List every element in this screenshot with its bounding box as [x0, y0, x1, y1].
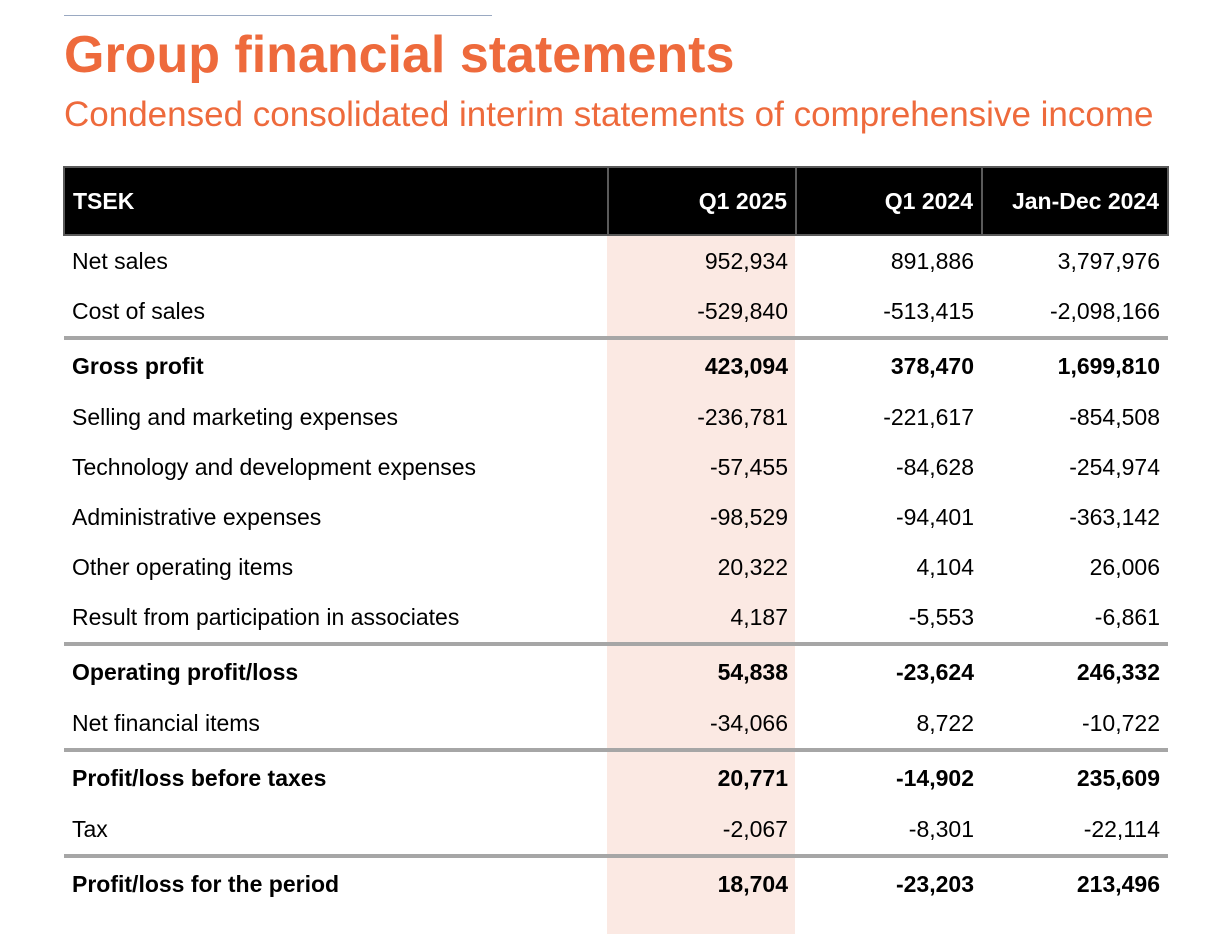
- cell-q1-2025: -2,067: [722, 815, 788, 842]
- column-header-q1-2024: Q1 2024: [795, 166, 983, 236]
- cell-jan-dec-2024: 246,332: [982, 642, 1168, 698]
- table-header-row: TSEK Q1 2025 Q1 2024 Jan-Dec 2024: [63, 166, 1169, 236]
- table-row: Net sales 952,934 891,886 3,797,976: [64, 235, 1168, 286]
- cell-jan-dec-2024: 235,609: [982, 748, 1168, 804]
- cell-q1-2024: 378,470: [796, 336, 982, 392]
- cell-q1-2025: 54,838: [608, 642, 796, 698]
- cell-q1-2024: -84,628: [895, 453, 974, 480]
- cell-jan-dec-2024: -22,114: [1083, 815, 1160, 842]
- row-label: Technology and development expenses: [72, 453, 477, 480]
- table-row: Selling and marketing expenses -236,781 -2…: [64, 392, 1168, 442]
- cell-q1-2024: -23,624: [796, 642, 982, 698]
- column-header-tsek: TSEK: [63, 166, 609, 236]
- income-statement-table: TSEK Q1 2025 Q1 2024 Jan-Dec 2024 Net sa…: [63, 166, 1169, 910]
- row-label: Other operating items: [72, 553, 294, 580]
- cell-q1-2025: 20,322: [717, 553, 788, 580]
- row-label: Cost of sales: [72, 297, 205, 324]
- cell-q1-2025: 4,187: [730, 603, 788, 630]
- page-title: Group financial statements: [64, 26, 735, 84]
- row-label: Gross profit: [64, 336, 608, 392]
- table-row: Administrative expenses -98,529 -94,401 -36…: [64, 492, 1168, 542]
- cell-jan-dec-2024: -6,861: [1094, 603, 1160, 630]
- table-body: Net sales 952,934 891,886 3,797,976 Cost of …: [64, 235, 1168, 910]
- cell-jan-dec-2024: -254,974: [1069, 453, 1160, 480]
- cell-q1-2024: -221,617: [883, 403, 974, 430]
- cell-jan-dec-2024: -2,098,166: [1050, 297, 1160, 324]
- page-subtitle: Condensed consolidated interim statement…: [64, 95, 1154, 134]
- cell-jan-dec-2024: 26,006: [1089, 553, 1160, 580]
- table-row-total: Profit/loss before taxes 20,771 -14,902 235…: [64, 748, 1168, 804]
- cell-q1-2024: -14,902: [796, 748, 982, 804]
- cell-q1-2025: 20,771: [608, 748, 796, 804]
- table-row: Net financial items -34,066 8,722 -10,722: [64, 698, 1168, 750]
- table-row: Other operating items 20,322 4,104 26,006: [64, 542, 1168, 592]
- row-label: Net financial items: [72, 709, 260, 736]
- cell-q1-2025: 18,704: [608, 854, 796, 910]
- cell-q1-2024: -94,401: [895, 503, 974, 530]
- table-row: Technology and development expenses -57,4…: [64, 442, 1168, 492]
- cell-q1-2025: -529,840: [697, 297, 788, 324]
- cell-jan-dec-2024: -854,508: [1069, 403, 1160, 430]
- row-label: Profit/loss for the period: [64, 854, 608, 910]
- top-divider: [64, 15, 492, 16]
- cell-q1-2024: 8,722: [916, 709, 974, 736]
- cell-jan-dec-2024: -10,722: [1081, 709, 1160, 736]
- table-row: Cost of sales -529,840 -513,415 -2,098,166: [64, 286, 1168, 338]
- cell-q1-2024: -23,203: [796, 854, 982, 910]
- table-row: Result from participation in associates 4…: [64, 592, 1168, 644]
- cell-q1-2024: -513,415: [883, 297, 974, 324]
- cell-q1-2025: -236,781: [697, 403, 788, 430]
- column-header-q1-2025: Q1 2025: [607, 166, 797, 236]
- row-label: Selling and marketing expenses: [72, 403, 399, 430]
- cell-jan-dec-2024: 1,699,810: [982, 336, 1168, 392]
- cell-jan-dec-2024: -363,142: [1069, 503, 1160, 530]
- cell-q1-2024: -5,553: [908, 603, 974, 630]
- row-label: Operating profit/loss: [64, 642, 608, 698]
- row-label: Result from participation in associates: [72, 603, 460, 630]
- cell-q1-2024: 891,886: [890, 247, 974, 274]
- cell-jan-dec-2024: 3,797,976: [1057, 247, 1160, 274]
- table-row-total: Profit/loss for the period 18,704 -23,203 2…: [64, 854, 1168, 910]
- table-row-total: Operating profit/loss 54,838 -23,624 246,33…: [64, 642, 1168, 698]
- row-label: Administrative expenses: [72, 503, 322, 530]
- cell-jan-dec-2024: 213,496: [982, 854, 1168, 910]
- row-label: Profit/loss before taxes: [64, 748, 608, 804]
- cell-q1-2024: -8,301: [908, 815, 974, 842]
- table-row-total: Gross profit 423,094 378,470 1,699,810: [64, 336, 1168, 392]
- cell-q1-2025: -34,066: [709, 709, 788, 736]
- cell-q1-2025: -98,529: [709, 503, 788, 530]
- table-row: Tax -2,067 -8,301 -22,114: [64, 804, 1168, 856]
- row-label: Net sales: [72, 247, 168, 274]
- row-label: Tax: [72, 815, 108, 842]
- cell-q1-2025: 423,094: [608, 336, 796, 392]
- cell-q1-2025: -57,455: [709, 453, 788, 480]
- column-header-jan-dec-2024: Jan-Dec 2024: [981, 166, 1169, 236]
- cell-q1-2025: 952,934: [704, 247, 788, 274]
- cell-q1-2024: 4,104: [916, 553, 974, 580]
